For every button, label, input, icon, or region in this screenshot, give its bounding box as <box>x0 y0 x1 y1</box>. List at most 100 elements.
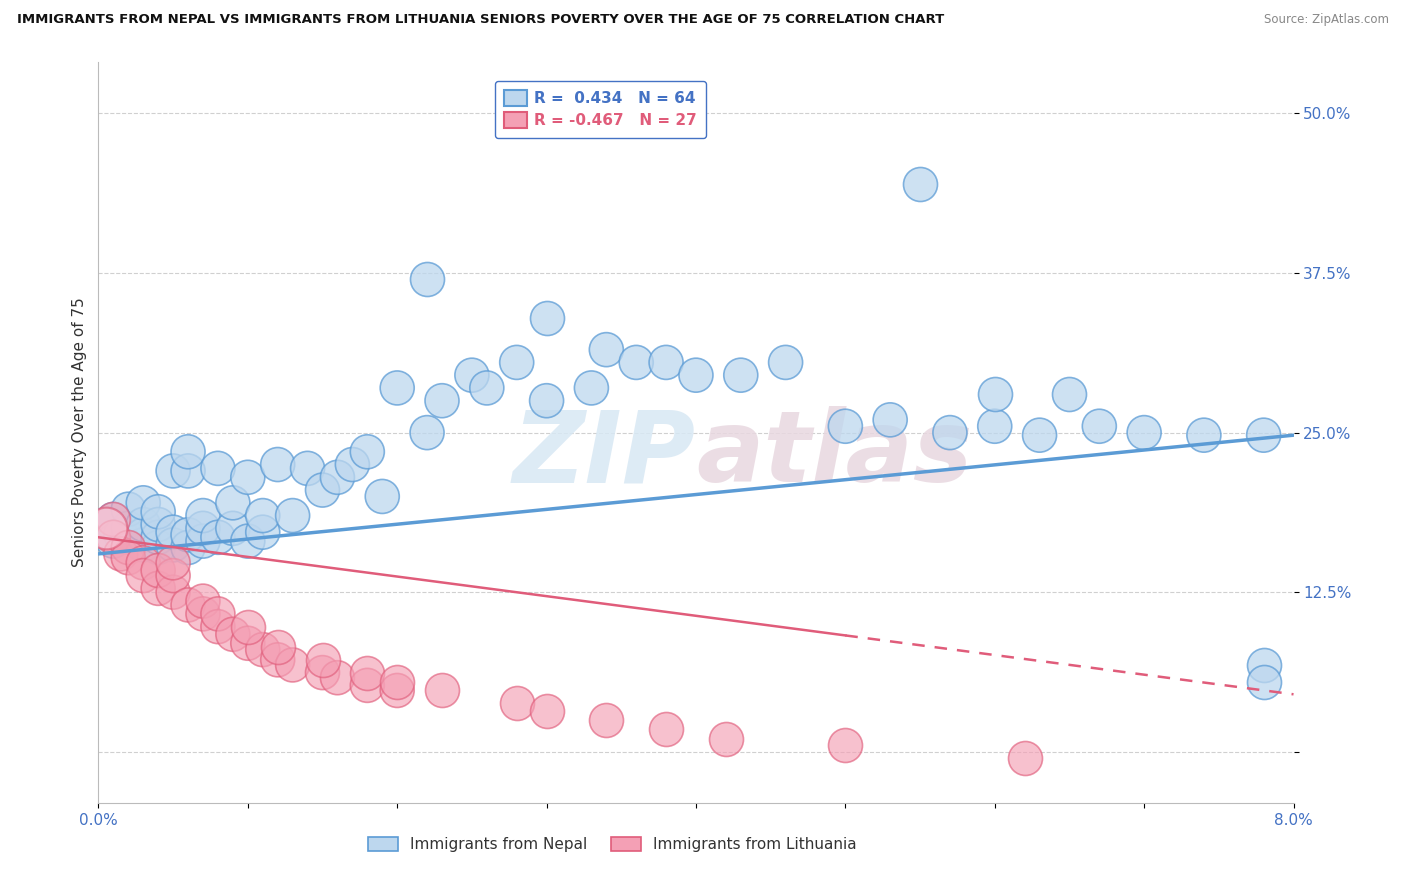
Point <box>177 541 200 555</box>
Point <box>252 525 274 540</box>
Point <box>162 525 184 540</box>
Point <box>117 521 139 535</box>
Point <box>110 527 132 541</box>
Text: atlas: atlas <box>696 407 973 503</box>
Point <box>1192 428 1215 442</box>
Point <box>132 568 155 582</box>
Point <box>117 502 139 516</box>
Point <box>162 556 184 570</box>
Point <box>775 355 797 369</box>
Point <box>461 368 484 383</box>
Point <box>626 355 648 369</box>
Point <box>117 541 139 555</box>
Point <box>385 381 409 395</box>
Point <box>939 425 962 440</box>
Point <box>267 458 290 472</box>
Point <box>177 464 200 478</box>
Point <box>103 530 125 544</box>
Point <box>94 521 117 535</box>
Point <box>162 538 184 552</box>
Point <box>1253 428 1275 442</box>
Point <box>385 674 409 689</box>
Point <box>1014 751 1036 765</box>
Point <box>1088 419 1111 434</box>
Point <box>132 556 155 570</box>
Point <box>117 530 139 544</box>
Point <box>311 653 333 667</box>
Point <box>281 508 304 523</box>
Point <box>132 527 155 541</box>
Point <box>191 508 214 523</box>
Point <box>222 521 245 535</box>
Point <box>342 458 364 472</box>
Point <box>475 381 498 395</box>
Point <box>191 534 214 549</box>
Point <box>207 530 229 544</box>
Text: IMMIGRANTS FROM NEPAL VS IMMIGRANTS FROM LITHUANIA SENIORS POVERTY OVER THE AGE : IMMIGRANTS FROM NEPAL VS IMMIGRANTS FROM… <box>17 13 943 27</box>
Point <box>267 640 290 654</box>
Point <box>148 530 170 544</box>
Point <box>356 444 378 458</box>
Point <box>162 464 184 478</box>
Point <box>536 310 558 325</box>
Point <box>984 387 1007 401</box>
Point <box>103 512 125 526</box>
Point <box>879 413 901 427</box>
Point <box>207 607 229 621</box>
Point <box>655 722 678 736</box>
Point <box>430 393 453 408</box>
Point <box>385 683 409 698</box>
Point <box>252 642 274 657</box>
Point <box>1253 657 1275 672</box>
Point <box>148 505 170 519</box>
Point <box>685 368 707 383</box>
Point <box>326 470 349 484</box>
Y-axis label: Seniors Poverty Over the Age of 75: Seniors Poverty Over the Age of 75 <box>72 298 87 567</box>
Point <box>222 627 245 641</box>
Point <box>834 739 856 753</box>
Point <box>222 496 245 510</box>
Point <box>581 381 603 395</box>
Point <box>94 521 117 535</box>
Point <box>162 585 184 599</box>
Point <box>506 696 529 710</box>
Point <box>103 534 125 549</box>
Point <box>416 425 439 440</box>
Point <box>297 461 319 475</box>
Point <box>148 541 170 555</box>
Point <box>506 355 529 369</box>
Point <box>236 470 259 484</box>
Point <box>536 704 558 718</box>
Point <box>177 444 200 458</box>
Point <box>191 521 214 535</box>
Point <box>132 517 155 532</box>
Point <box>177 598 200 612</box>
Point <box>714 731 737 746</box>
Point <box>730 368 752 383</box>
Point <box>267 653 290 667</box>
Text: ZIP: ZIP <box>513 407 696 503</box>
Point <box>252 508 274 523</box>
Point <box>908 177 931 191</box>
Point <box>416 272 439 286</box>
Point <box>430 683 453 698</box>
Point <box>311 483 333 497</box>
Point <box>207 620 229 634</box>
Point <box>132 538 155 552</box>
Point <box>236 534 259 549</box>
Point <box>191 594 214 608</box>
Point <box>655 355 678 369</box>
Point <box>236 636 259 650</box>
Legend: Immigrants from Nepal, Immigrants from Lithuania: Immigrants from Nepal, Immigrants from L… <box>361 830 863 858</box>
Point <box>595 343 617 357</box>
Point <box>1253 674 1275 689</box>
Point <box>281 657 304 672</box>
Point <box>191 607 214 621</box>
Point <box>371 490 394 504</box>
Point <box>162 568 184 582</box>
Point <box>207 461 229 475</box>
Point <box>117 550 139 565</box>
Point <box>148 517 170 532</box>
Point <box>356 665 378 680</box>
Point <box>595 713 617 727</box>
